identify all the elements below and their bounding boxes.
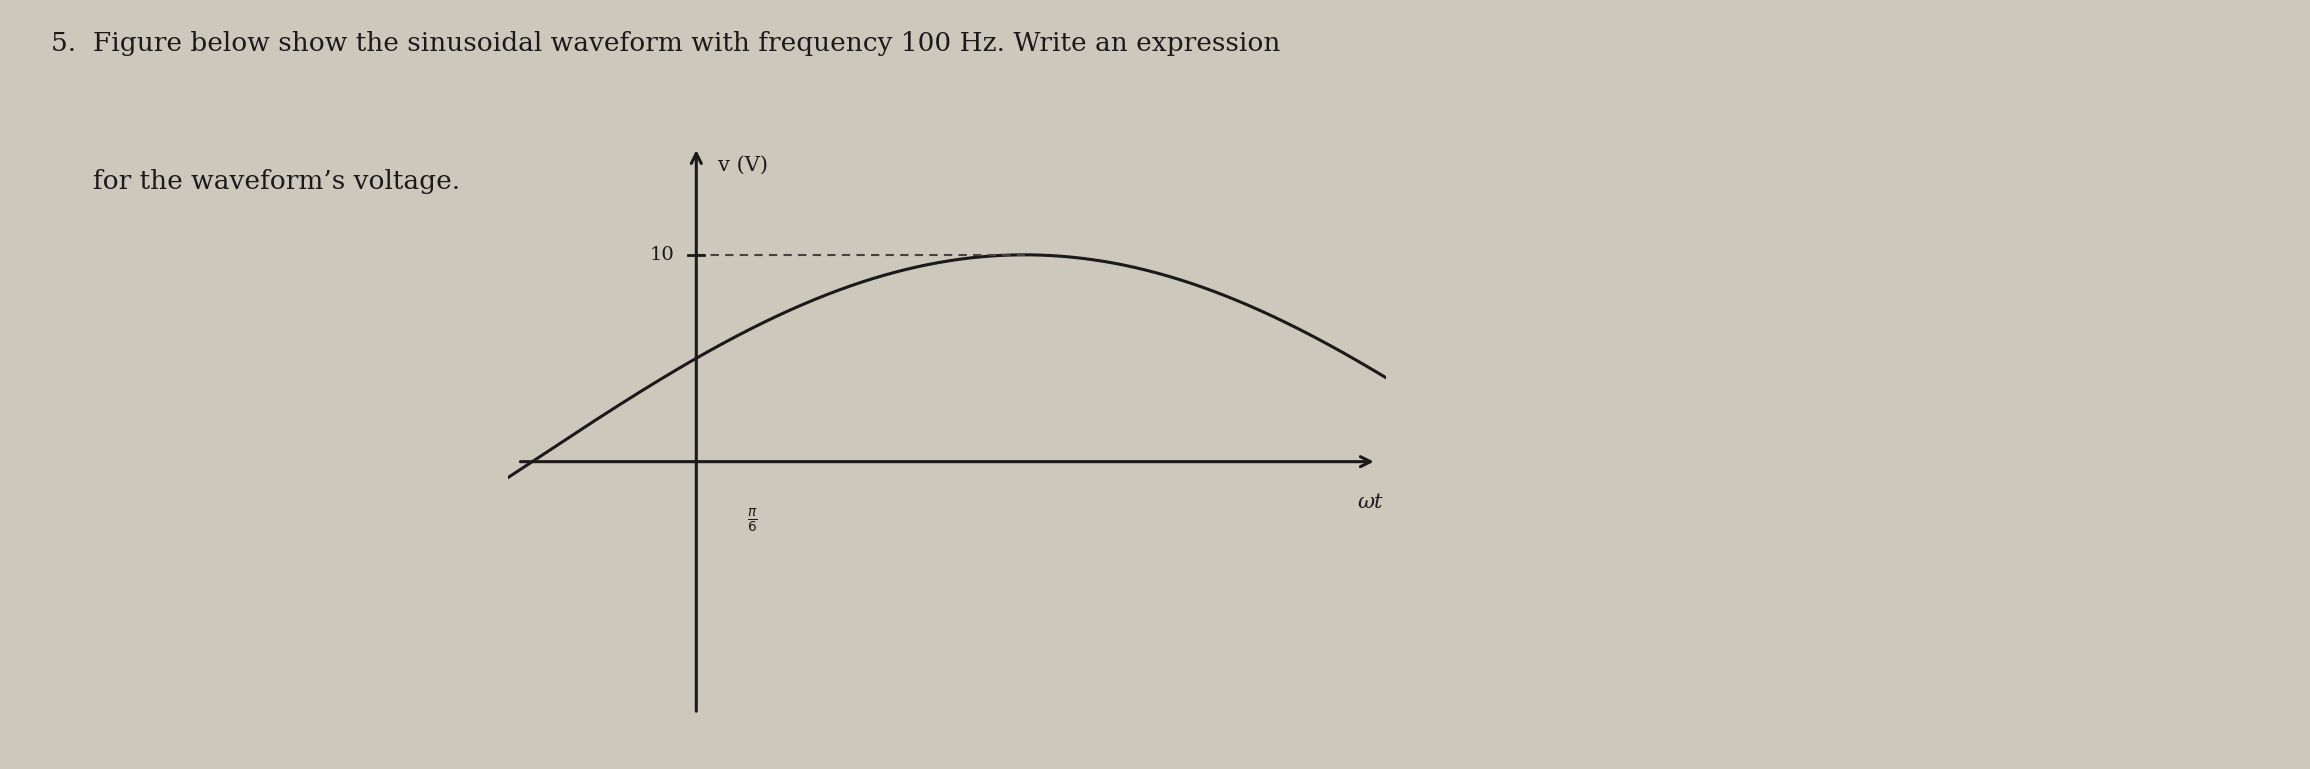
Text: ωt: ωt — [1358, 493, 1384, 511]
Text: v (V): v (V) — [718, 155, 769, 175]
Text: $\frac{\pi}{6}$: $\frac{\pi}{6}$ — [748, 508, 758, 535]
Text: for the waveform’s voltage.: for the waveform’s voltage. — [51, 169, 460, 195]
Text: 10: 10 — [649, 246, 675, 264]
Text: 5.  Figure below show the sinusoidal waveform with frequency 100 Hz. Write an ex: 5. Figure below show the sinusoidal wave… — [51, 31, 1280, 56]
